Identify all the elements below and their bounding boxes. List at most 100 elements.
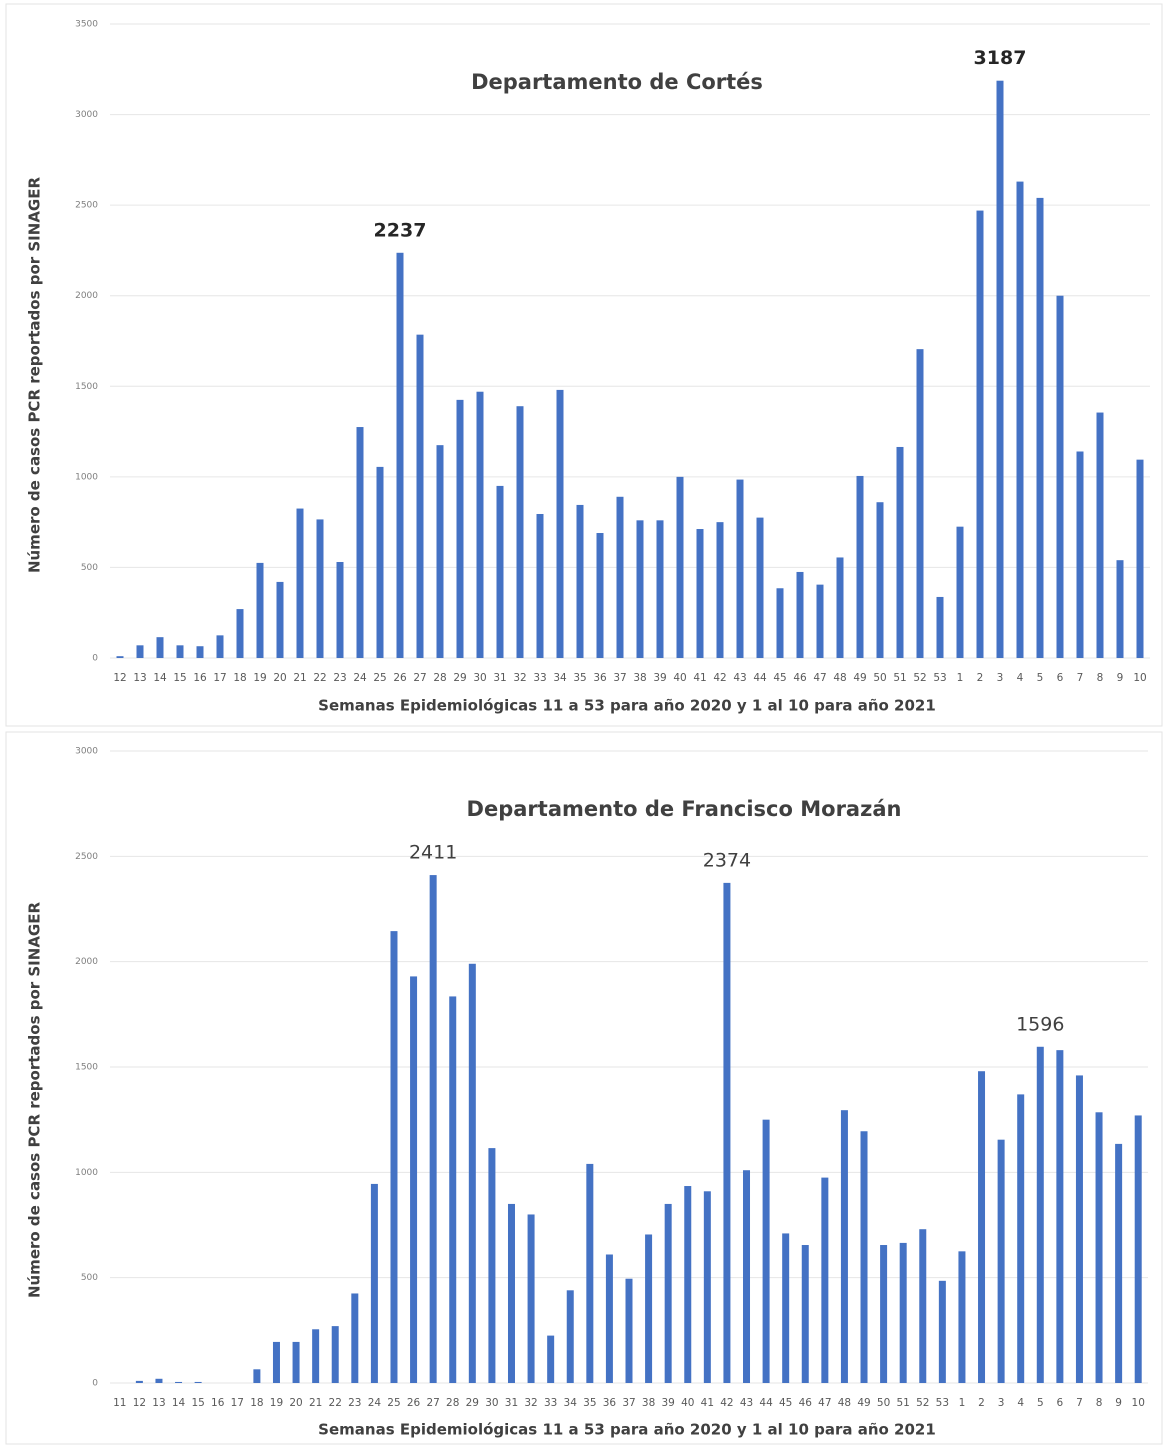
bar [976, 210, 984, 658]
x-tick-label: 8 [1096, 1397, 1103, 1409]
x-tick-label: 16 [193, 672, 207, 684]
x-tick-label: 35 [573, 672, 586, 684]
x-tick-label: 50 [877, 1397, 890, 1409]
bar [997, 1139, 1005, 1383]
bar [236, 609, 244, 658]
x-tick-label: 53 [936, 1397, 949, 1409]
x-tick-label: 13 [133, 672, 146, 684]
x-tick-label: 14 [153, 672, 167, 684]
bar [468, 963, 476, 1383]
bar [605, 1254, 613, 1383]
y-tick-label: 3000 [75, 110, 98, 120]
x-tick-label: 21 [293, 672, 306, 684]
data-label: 2411 [409, 842, 457, 864]
bar [175, 1381, 183, 1383]
bar [801, 1245, 809, 1383]
bar [410, 976, 418, 1383]
x-tick-label: 12 [113, 672, 126, 684]
bar [536, 513, 544, 658]
bar [856, 475, 864, 658]
bar [396, 252, 404, 658]
x-tick-label: 15 [191, 1397, 204, 1409]
bar [896, 446, 904, 658]
x-tick-label: 35 [583, 1397, 596, 1409]
bar [356, 427, 364, 658]
bar [1116, 560, 1124, 658]
bar [136, 645, 144, 658]
bar [316, 519, 324, 658]
x-tick-label: 53 [933, 672, 946, 684]
x-tick-label: 7 [1077, 672, 1084, 684]
bar [416, 334, 424, 658]
x-tick-label: 4 [1017, 1397, 1024, 1409]
bar [449, 996, 457, 1383]
x-tick-label: 4 [1017, 672, 1024, 684]
bar [155, 1378, 163, 1383]
x-tick-label: 28 [433, 672, 446, 684]
x-tick-label: 19 [270, 1397, 283, 1409]
x-tick-label: 38 [633, 672, 646, 684]
bar [547, 1335, 555, 1383]
bar [272, 1341, 280, 1383]
bar [1096, 412, 1104, 658]
x-tick-label: 41 [701, 1397, 714, 1409]
bar [312, 1329, 320, 1383]
bar [938, 1280, 946, 1383]
y-tick-label: 500 [81, 563, 98, 573]
bar [782, 1233, 790, 1383]
bar [1056, 295, 1064, 658]
x-tick-label: 38 [642, 1397, 655, 1409]
bar [216, 635, 224, 658]
bar [919, 1229, 927, 1383]
x-tick-label: 49 [853, 672, 866, 684]
bar [390, 931, 398, 1383]
x-tick-label: 30 [485, 1397, 498, 1409]
bar [821, 1177, 829, 1383]
x-tick-label: 23 [348, 1397, 361, 1409]
x-tick-label: 23 [333, 672, 346, 684]
x-tick-label: 2 [977, 672, 984, 684]
y-tick-label: 3500 [75, 20, 98, 30]
x-tick-label: 37 [613, 672, 626, 684]
x-tick-label: 1 [957, 672, 964, 684]
x-tick-label: 39 [653, 672, 666, 684]
x-tick-label: 42 [720, 1397, 733, 1409]
x-tick-label: 17 [213, 672, 226, 684]
x-tick-label: 17 [231, 1397, 244, 1409]
x-tick-label: 43 [740, 1397, 753, 1409]
chart-title: Departamento de Francisco Morazán [467, 797, 902, 821]
x-tick-label: 15 [173, 672, 186, 684]
bar [1036, 197, 1044, 658]
x-tick-label: 16 [211, 1397, 225, 1409]
x-tick-label: 13 [152, 1397, 165, 1409]
bar [743, 1170, 751, 1383]
y-tick-label: 1500 [75, 382, 98, 392]
bar [194, 1381, 202, 1383]
x-tick-label: 46 [799, 1397, 813, 1409]
bar [656, 520, 664, 658]
x-tick-label: 10 [1132, 1397, 1145, 1409]
bar [916, 349, 924, 658]
x-tick-label: 24 [353, 672, 367, 684]
x-tick-label: 7 [1076, 1397, 1083, 1409]
y-tick-label: 1000 [75, 1168, 98, 1178]
bar [1036, 1046, 1044, 1383]
bar [936, 596, 944, 658]
y-tick-label: 2500 [75, 852, 98, 862]
chart-title: Departamento de Cortés [471, 70, 763, 94]
x-tick-label: 27 [426, 1397, 439, 1409]
bar [296, 508, 304, 658]
bar [956, 526, 964, 658]
x-tick-label: 36 [603, 1397, 617, 1409]
x-tick-label: 44 [753, 672, 767, 684]
bar [1017, 1094, 1025, 1383]
bar [664, 1203, 672, 1383]
bar [476, 391, 484, 658]
y-axis-title: Número de casos PCR reportados por SINAG… [26, 902, 44, 1299]
x-tick-label: 47 [818, 1397, 831, 1409]
bar [876, 502, 884, 658]
y-tick-label: 1500 [75, 1063, 98, 1073]
bar [496, 485, 504, 658]
x-tick-label: 39 [661, 1397, 674, 1409]
